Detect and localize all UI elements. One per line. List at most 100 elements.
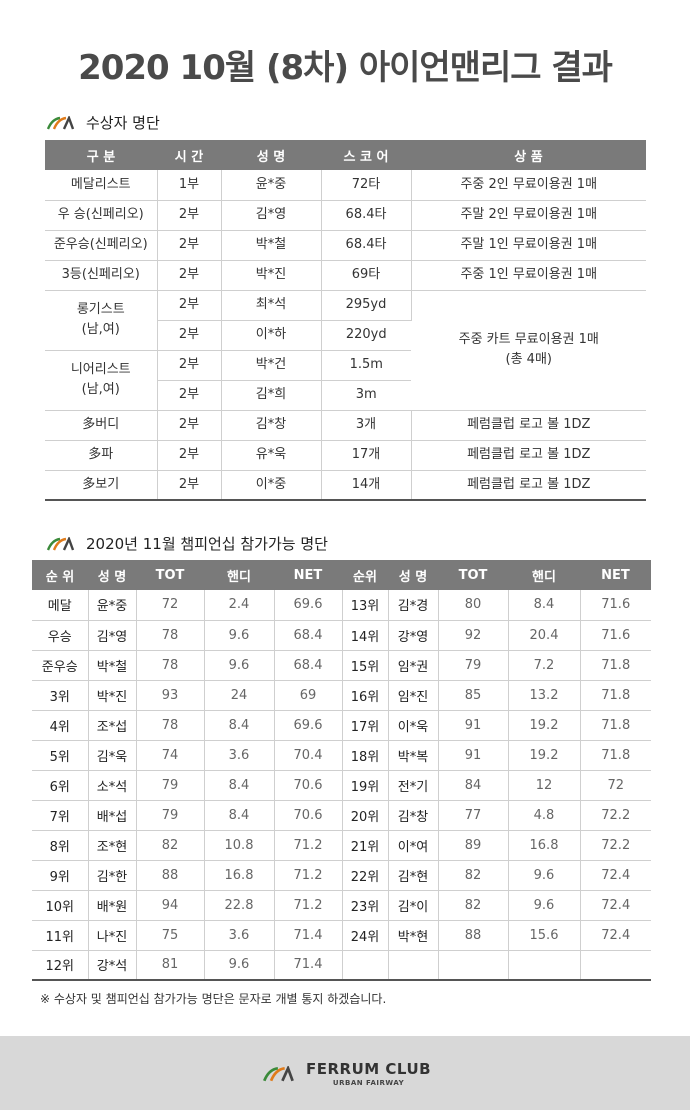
championship-cell: 74 [136, 740, 205, 771]
winners-cell-category: 多파 [45, 440, 158, 471]
championship-row: 11위 나*진 75 3.6 71.4 24위 박*현 88 15.6 72.4 [32, 920, 651, 951]
championship-cell: 88 [438, 920, 509, 951]
winners-cell-score: 72타 [321, 170, 412, 201]
championship-cell: 소*석 [88, 770, 137, 801]
championship-cell: 72.4 [580, 890, 651, 921]
championship-cell: 조*섭 [88, 710, 137, 741]
winners-col-header: 스 코 어 [321, 140, 411, 170]
winners-cell-name: 최*석 [221, 290, 322, 321]
winners-cell-name: 김*영 [221, 200, 322, 231]
championship-row: 메달 윤*중 72 2.4 69.6 13위 김*경 80 8.4 71.6 [32, 590, 651, 621]
winners-cell-score: 3m [321, 380, 411, 411]
championship-cell: 14위 [342, 620, 389, 651]
championship-cell: 72.4 [580, 920, 651, 951]
championship-cell: 21위 [342, 830, 389, 861]
championship-cell: 22위 [342, 860, 389, 891]
winners-cell-category: 메달리스트 [45, 170, 158, 201]
championship-cell: 72 [580, 770, 651, 801]
championship-cell: 임*권 [388, 650, 439, 681]
championship-cell: 임*진 [388, 680, 439, 711]
championship-row: 9위 김*한 88 16.8 71.2 22위 김*현 82 9.6 72.4 [32, 860, 651, 891]
championship-cell: 72.4 [580, 860, 651, 891]
championship-cell: 배*섭 [88, 800, 137, 831]
championship-cell: 8.4 [508, 590, 581, 621]
winners-cell-time: 2부 [157, 200, 222, 231]
winners-cell-score: 68.4타 [321, 200, 412, 231]
championship-cell: 91 [438, 740, 509, 771]
winners-row: 多보기 2부 이*중 14개 페럼클럽 로고 볼 1DZ [45, 470, 646, 500]
championship-cell: 김*영 [88, 620, 137, 651]
winners-cell-time: 2부 [157, 440, 222, 471]
championship-cell: 13위 [342, 590, 389, 621]
winners-cell-name: 김*창 [221, 410, 322, 441]
championship-cell: 80 [438, 590, 509, 621]
championship-cell: 김*경 [388, 590, 439, 621]
winners-cell-prize: 주중 1인 무료이용권 1매 [411, 260, 646, 291]
championship-cell: 2.4 [204, 590, 275, 621]
championship-cell: 조*현 [88, 830, 137, 861]
championship-cell: 92 [438, 620, 509, 651]
championship-cell: 70.4 [274, 740, 343, 771]
championship-cell: 19.2 [508, 710, 581, 741]
championship-cell: 이*욱 [388, 710, 439, 741]
ferrum-logo-icon [46, 115, 75, 129]
winners-cell-name: 김*희 [221, 380, 322, 411]
winners-cell-time: 2부 [157, 350, 222, 381]
winners-cell-score: 1.5m [321, 350, 411, 381]
notice-text: ※ 수상자 및 챔피언십 참가가능 명단은 문자로 개별 통지 하겠습니다. [40, 992, 387, 1006]
championship-cell: 9.6 [204, 620, 275, 651]
championship-cell [388, 950, 439, 980]
championship-cell: 75 [136, 920, 205, 951]
championship-cell: 24 [204, 680, 275, 711]
championship-col-header: TOT [136, 560, 204, 590]
championship-cell: 23위 [342, 890, 389, 921]
championship-cell: 70.6 [274, 770, 343, 801]
championship-cell: 70.6 [274, 800, 343, 831]
brand-tagline: URBAN FAIRWAY [332, 1079, 405, 1087]
winners-cell-prize: 주말 2인 무료이용권 1매 [411, 200, 646, 231]
championship-cell: 18위 [342, 740, 389, 771]
brand: FERRUM CLUB URBAN FAIRWAY [262, 1060, 431, 1087]
winners-cell-prize: 페럼클럽 로고 볼 1DZ [411, 410, 646, 441]
championship-cell: 16.8 [204, 860, 275, 891]
championship-cell: 93 [136, 680, 205, 711]
championship-cell: 72.2 [580, 800, 651, 831]
winners-cell-time: 2부 [157, 260, 222, 291]
championship-row: 준우승 박*철 78 9.6 68.4 15위 임*권 79 7.2 71.8 [32, 650, 651, 681]
championship-row: 7위 배*섭 79 8.4 70.6 20위 김*창 77 4.8 72.2 [32, 800, 651, 831]
footer: FERRUM CLUB URBAN FAIRWAY [0, 1036, 690, 1110]
championship-col-header: NET [580, 560, 651, 590]
championship-cell: 79 [136, 800, 205, 831]
winners-cell-category: 3등(신페리오) [45, 260, 158, 291]
championship-cell: 94 [136, 890, 205, 921]
championship-cell: 8.4 [204, 800, 275, 831]
championship-col-header: NET [274, 560, 342, 590]
winners-col-header: 시 간 [157, 140, 221, 170]
championship-cell: 15.6 [508, 920, 581, 951]
championship-cell: 89 [438, 830, 509, 861]
championship-cell: 17위 [342, 710, 389, 741]
ferrum-logo-icon [46, 536, 75, 550]
championship-cell: 8.4 [204, 770, 275, 801]
championship-cell: 7.2 [508, 650, 581, 681]
championship-row: 6위 소*석 79 8.4 70.6 19위 전*기 84 12 72 [32, 770, 651, 801]
championship-cell: 69 [274, 680, 343, 711]
championship-cell: 79 [136, 770, 205, 801]
winners-cell-score: 220yd [321, 320, 411, 351]
winners-cell-category: 니어리스트 (남,여) [45, 350, 158, 411]
championship-cell: 84 [438, 770, 509, 801]
championship-cell: 78 [136, 650, 205, 681]
championship-cell: 김*욱 [88, 740, 137, 771]
championship-cell: 김*이 [388, 890, 439, 921]
ferrum-logo-icon [263, 1065, 294, 1081]
winners-row: 롱기스트 (남,여) 2부 최*석 295yd 주중 카트 무료이용권 1매 (총 4매… [45, 290, 646, 411]
winners-cell-score: 3개 [321, 410, 412, 441]
winners-cell-name: 이*하 [221, 320, 322, 351]
championship-row: 10위 배*원 94 22.8 71.2 23위 김*이 82 9.6 72.4 [32, 890, 651, 921]
championship-col-header: 핸디 [204, 560, 274, 590]
championship-col-header: TOT [438, 560, 508, 590]
championship-col-header: 순위 [342, 560, 388, 590]
winners-cell-prize: 페럼클럽 로고 볼 1DZ [411, 440, 646, 471]
championship-cell: 85 [438, 680, 509, 711]
